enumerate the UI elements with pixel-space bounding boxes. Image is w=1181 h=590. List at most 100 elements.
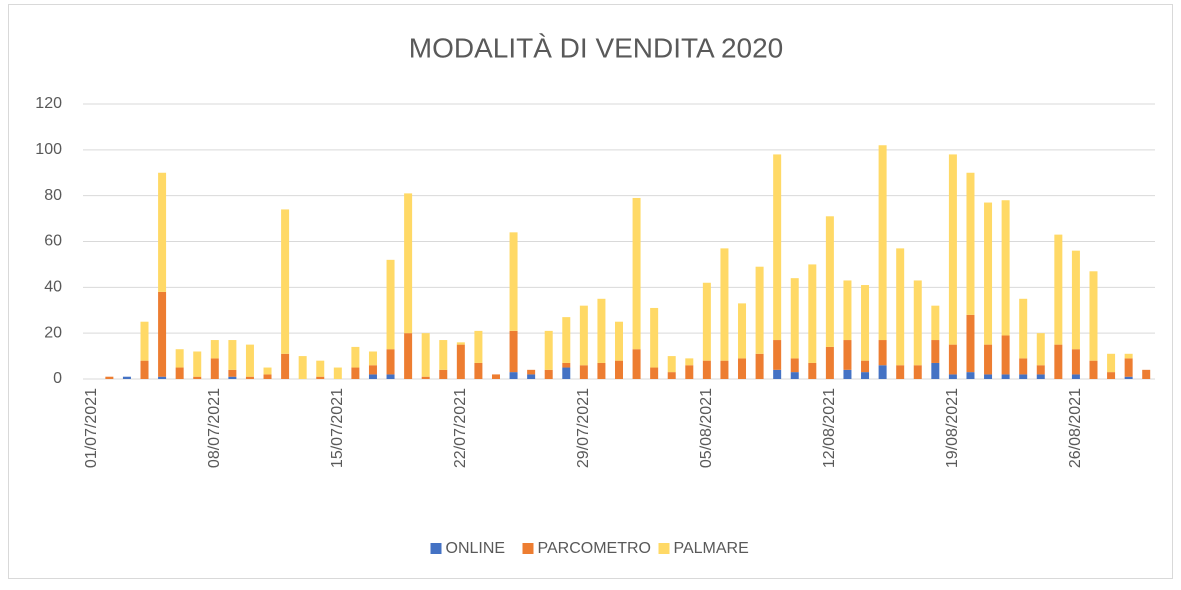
bar (1107, 353, 1116, 373)
y-tick-label: 100 (35, 141, 62, 158)
bar (1071, 349, 1080, 375)
legend-swatch (658, 543, 670, 554)
bar (509, 372, 518, 379)
bar (456, 342, 465, 345)
chart-title: MODALITÀ DI VENDITA 2020 (409, 32, 784, 63)
bar (1089, 271, 1098, 361)
y-tick-label: 60 (44, 233, 62, 250)
bar (1019, 374, 1028, 379)
bar (667, 372, 676, 379)
x-tick-label: 15/07/2021 (329, 388, 346, 468)
bar (1036, 333, 1045, 366)
bar (368, 351, 377, 366)
bar (263, 367, 272, 375)
bar (948, 374, 957, 379)
bar (1142, 369, 1151, 379)
bar (404, 333, 413, 379)
bar (579, 365, 588, 379)
bar (158, 172, 167, 292)
bar (175, 349, 184, 368)
bar (562, 317, 571, 363)
bar (491, 374, 500, 379)
y-tick-label: 40 (44, 279, 62, 296)
bar (1019, 298, 1028, 359)
bar (1001, 374, 1010, 379)
x-tick-label: 22/07/2021 (452, 388, 469, 468)
bar (615, 321, 623, 361)
bar (386, 259, 395, 350)
legend-label: ONLINE (446, 540, 506, 557)
legend-swatch (522, 543, 534, 554)
bar (984, 374, 993, 379)
bar (245, 344, 254, 377)
bar (158, 291, 167, 377)
bar (1001, 335, 1010, 375)
bar (808, 264, 817, 363)
bar (140, 360, 149, 379)
bar (1054, 344, 1063, 379)
bar (193, 376, 202, 379)
bar (579, 305, 588, 366)
legend-label: PALMARE (674, 540, 749, 557)
bar (210, 358, 219, 379)
bar (720, 360, 729, 379)
x-tick-label: 19/08/2021 (944, 388, 961, 468)
bar (105, 376, 114, 379)
bar (228, 369, 237, 377)
bar (368, 365, 377, 375)
x-tick-label: 08/07/2021 (206, 388, 223, 468)
bar (896, 248, 905, 366)
bar (544, 369, 553, 379)
bar (632, 349, 641, 379)
bar (913, 280, 922, 366)
bar (843, 340, 852, 370)
bar (896, 365, 905, 379)
bar (210, 340, 219, 359)
bar (720, 248, 729, 361)
chart-frame (8, 4, 1173, 579)
bar (913, 365, 922, 379)
x-tick-label: 26/08/2021 (1067, 388, 1084, 468)
bar (421, 376, 430, 379)
bar (316, 376, 325, 379)
bar (966, 314, 975, 373)
bar (650, 367, 659, 379)
bar (1019, 358, 1028, 375)
bar (597, 298, 606, 363)
bar (1089, 360, 1098, 379)
bar (878, 365, 887, 379)
bar (351, 367, 360, 379)
bar (984, 202, 993, 345)
bar (790, 372, 799, 379)
bar (843, 369, 852, 379)
bar (193, 351, 202, 377)
bar (878, 340, 887, 366)
bar (456, 344, 465, 379)
bar (175, 367, 184, 379)
bar (1071, 250, 1080, 350)
bar (685, 365, 694, 379)
x-tick-label: 05/08/2021 (698, 388, 715, 468)
bar (948, 154, 957, 345)
bar (562, 362, 571, 368)
y-tick-label: 80 (44, 187, 62, 204)
x-tick-label: 01/07/2021 (83, 388, 100, 468)
bar (667, 356, 676, 373)
bar (351, 346, 360, 368)
bar (650, 307, 659, 368)
bar (122, 376, 131, 379)
bar (158, 376, 167, 379)
bar (1036, 374, 1045, 379)
bar (1107, 372, 1116, 379)
bar (790, 358, 799, 373)
bar (1124, 353, 1133, 359)
bar (931, 362, 940, 379)
bar (368, 374, 377, 379)
bar (228, 376, 237, 379)
bar (738, 303, 747, 359)
bar (562, 367, 571, 379)
legend-label: PARCOMETRO (538, 540, 651, 557)
bar (984, 344, 993, 375)
bar (333, 367, 342, 379)
bar (245, 376, 254, 379)
